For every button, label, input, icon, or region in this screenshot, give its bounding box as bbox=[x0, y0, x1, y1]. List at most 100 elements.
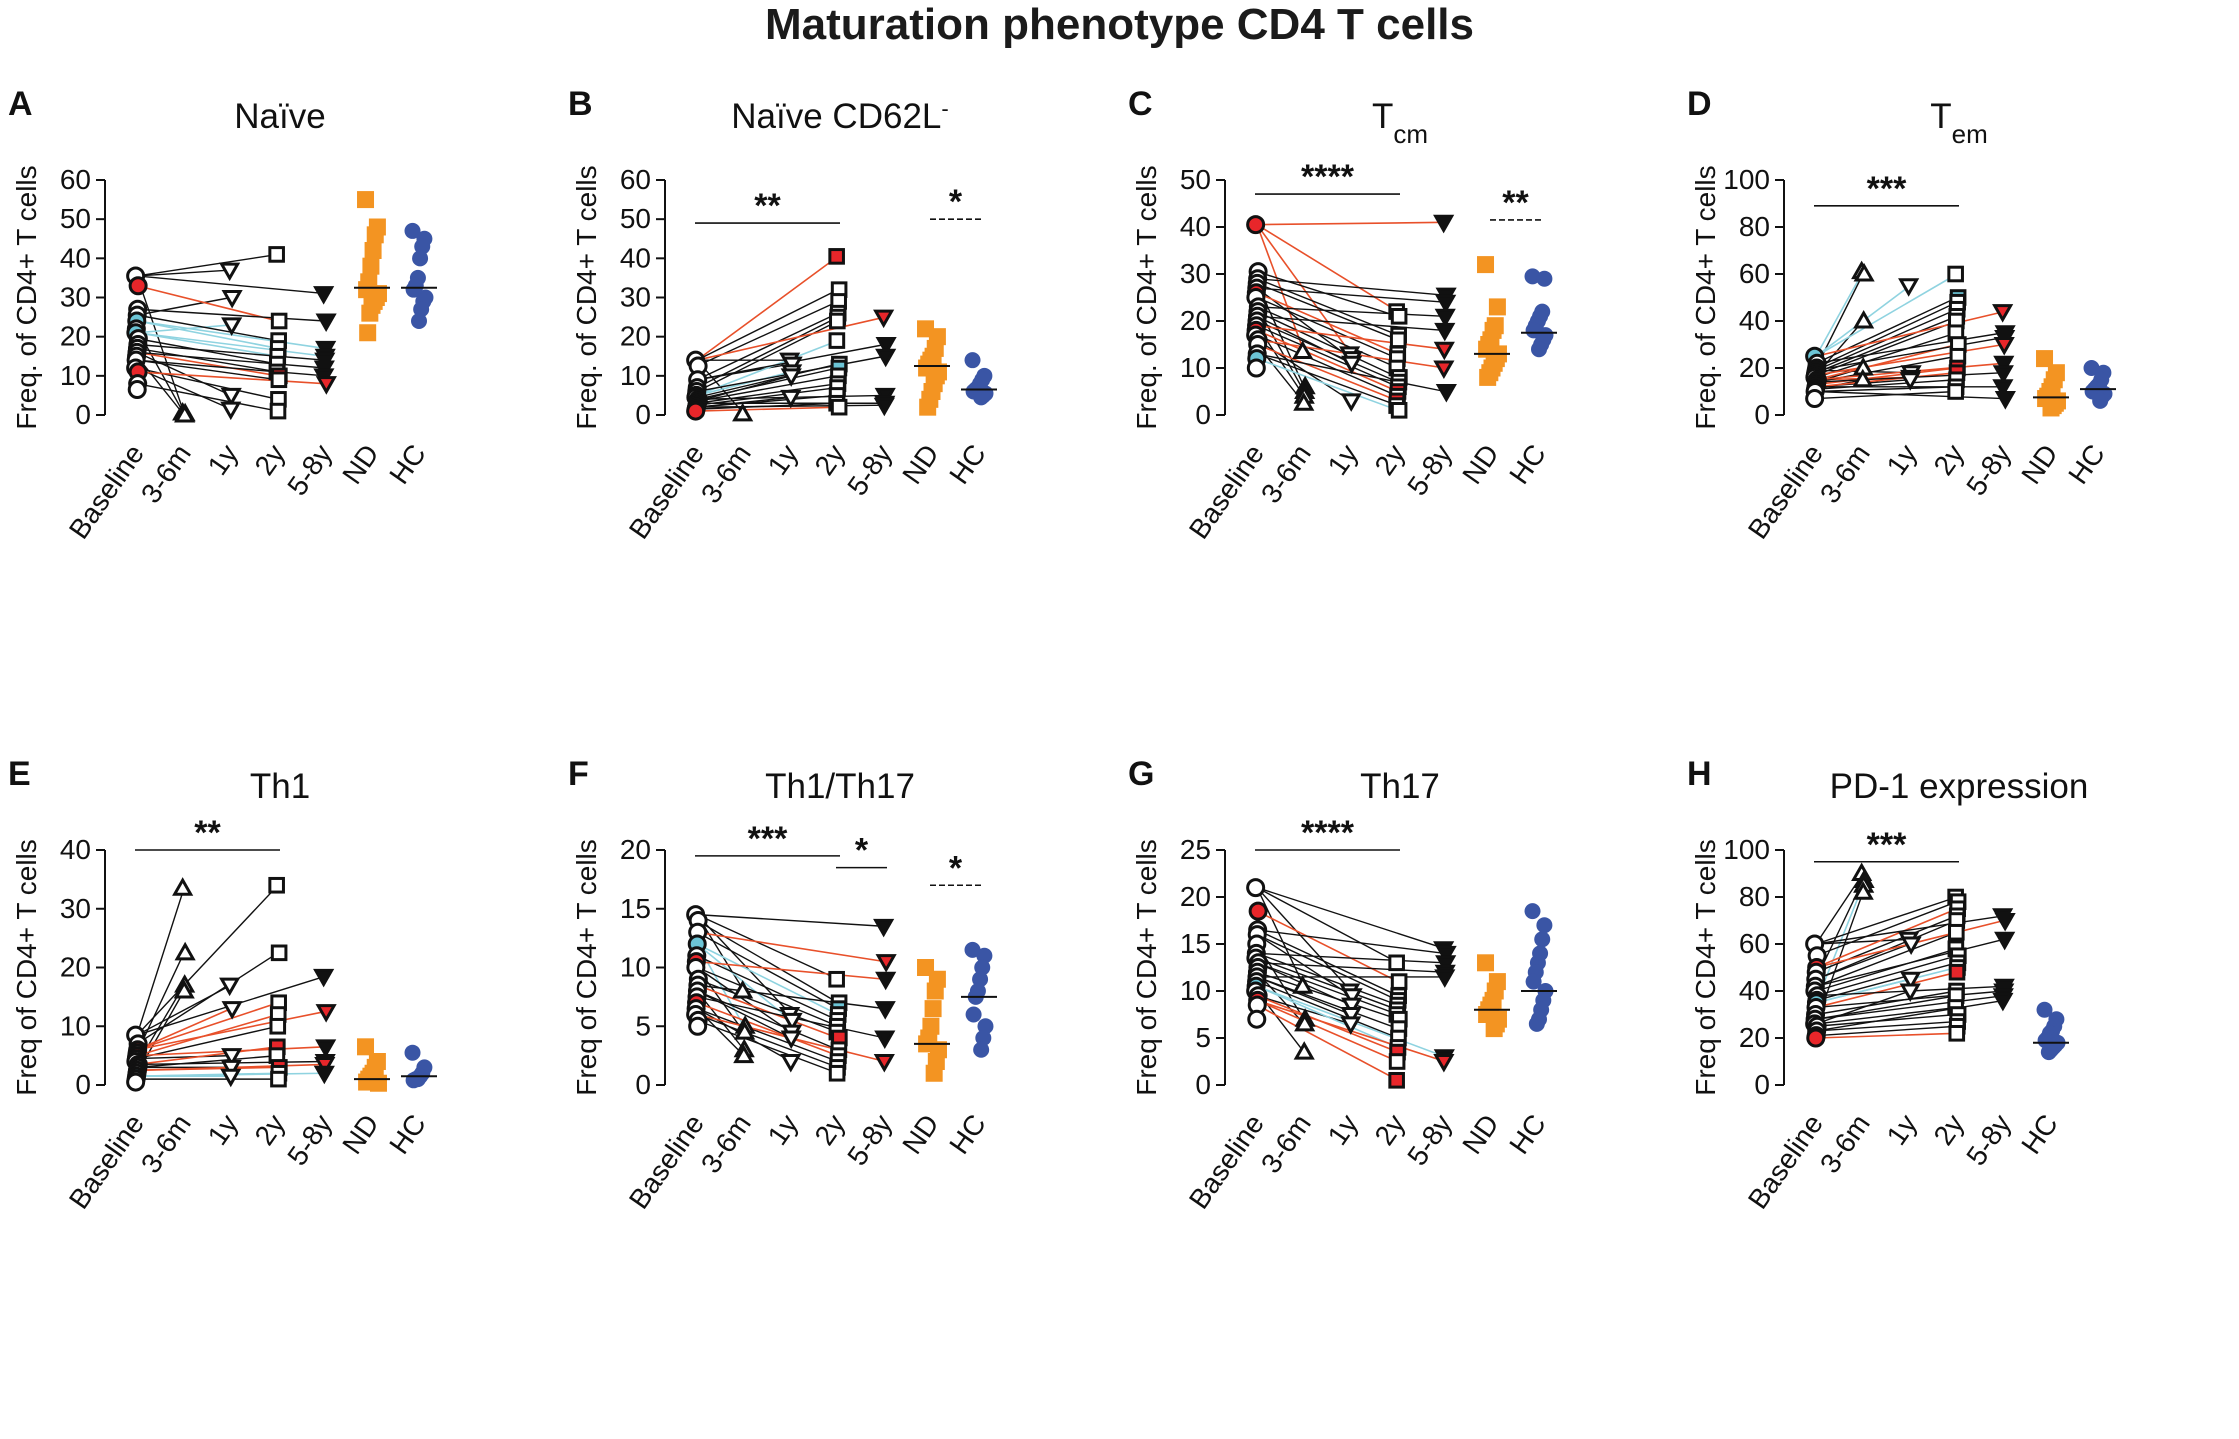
data-point bbox=[965, 1006, 982, 1023]
x-category-label: 5-8y bbox=[1960, 1109, 2017, 1171]
series-3-6m bbox=[172, 402, 196, 423]
panel-title: Tem bbox=[1930, 97, 1988, 149]
data-point bbox=[1435, 294, 1457, 314]
x-category-label: 5-8y bbox=[841, 1109, 898, 1171]
y-tick-label: 0 bbox=[635, 399, 651, 430]
series-nd bbox=[1474, 954, 1510, 1038]
patient-line bbox=[1815, 931, 1958, 987]
y-tick-label: 15 bbox=[1180, 928, 1211, 959]
patient-line bbox=[696, 316, 886, 361]
data-point bbox=[1433, 214, 1455, 234]
patient-line bbox=[136, 275, 326, 295]
data-point bbox=[313, 286, 335, 305]
data-point bbox=[1994, 391, 2016, 410]
x-category-label: 5-8y bbox=[841, 439, 898, 501]
patient-line bbox=[1256, 952, 1399, 1006]
data-point bbox=[1341, 997, 1363, 1017]
series-1y bbox=[1898, 278, 1922, 391]
data-point bbox=[1388, 954, 1405, 972]
x-category-label: 2y bbox=[809, 1109, 851, 1151]
data-point-highlight-red bbox=[1246, 215, 1266, 235]
data-point bbox=[924, 1000, 942, 1018]
y-tick-label: 20 bbox=[60, 952, 91, 983]
data-point bbox=[1531, 341, 1547, 358]
data-point-highlight-red bbox=[873, 309, 895, 329]
patient-line bbox=[1256, 324, 1446, 350]
patient-line bbox=[696, 1013, 839, 1069]
x-category-label: ND bbox=[896, 439, 945, 490]
data-point bbox=[874, 1001, 896, 1020]
data-point bbox=[780, 1054, 802, 1073]
patient-line bbox=[1256, 985, 1399, 1049]
patient-line bbox=[696, 913, 839, 980]
data-point-highlight-red bbox=[1433, 360, 1455, 380]
panel-letter: C bbox=[1128, 85, 1153, 123]
x-category-label: 2y bbox=[249, 1109, 291, 1151]
y-tick-label: 20 bbox=[1739, 352, 1770, 383]
data-point bbox=[1293, 1041, 1315, 1060]
patient-line bbox=[136, 296, 232, 316]
patient-line bbox=[696, 339, 839, 397]
x-category-label: 3-6m bbox=[1255, 1109, 1317, 1179]
data-point bbox=[1898, 278, 1920, 297]
patient-line bbox=[1815, 971, 1958, 1009]
patient-line bbox=[1815, 367, 1958, 386]
patient-line bbox=[696, 931, 886, 963]
y-axis-label: Freq of CD4+ T cells bbox=[1131, 839, 1162, 1096]
x-category-label: HC bbox=[383, 439, 432, 490]
series-hc bbox=[401, 222, 437, 329]
patient-line bbox=[1815, 310, 2005, 358]
patient-line bbox=[696, 255, 839, 361]
x-category-label: HC bbox=[2015, 1109, 2064, 1160]
data-point bbox=[828, 970, 845, 988]
patient-line bbox=[1815, 343, 2005, 376]
data-point-highlight-red bbox=[1992, 304, 2014, 323]
patient-line bbox=[136, 1010, 326, 1051]
y-tick-label: 40 bbox=[1739, 305, 1770, 336]
data-point bbox=[1435, 945, 1457, 965]
patient-line bbox=[1256, 887, 1305, 987]
y-tick-label: 40 bbox=[60, 834, 91, 865]
y-tick-label: 60 bbox=[620, 164, 651, 195]
x-category-label: ND bbox=[1456, 1109, 1505, 1160]
patient-line bbox=[696, 943, 792, 1021]
series-2y bbox=[1388, 954, 1408, 1089]
series-3-6m bbox=[1851, 260, 1875, 388]
y-tick-label: 40 bbox=[60, 242, 91, 273]
data-point bbox=[359, 324, 377, 342]
patient-line bbox=[1815, 995, 1958, 1020]
y-axis-label: Freq. of CD4+ T cells bbox=[11, 165, 42, 429]
x-category-label: 5-8y bbox=[281, 439, 338, 501]
patient-line bbox=[1256, 971, 1399, 1020]
data-point-highlight-red bbox=[1433, 1054, 1455, 1073]
patient-line bbox=[1815, 938, 1911, 945]
significance-stars: * bbox=[949, 849, 963, 887]
data-point bbox=[2042, 399, 2060, 417]
figure-title: Maturation phenotype CD4 T cells bbox=[765, 0, 1474, 49]
patient-line bbox=[1815, 1006, 1958, 1025]
y-tick-label: 100 bbox=[1723, 834, 1770, 865]
data-point bbox=[780, 389, 802, 409]
x-category-label: ND bbox=[896, 1109, 945, 1160]
x-category-label: 1y bbox=[1881, 1109, 1923, 1151]
panel-title: Tcm bbox=[1372, 97, 1428, 149]
y-tick-label: 60 bbox=[1739, 258, 1770, 289]
data-point bbox=[732, 402, 754, 422]
significance-stars: *** bbox=[1867, 826, 1907, 864]
patient-line bbox=[1256, 223, 1399, 313]
panel-b-naive-cd62l: B Naïve CD62L- Freq. of CD4+ T cells 0 10 20 3… bbox=[560, 75, 1120, 765]
data-point bbox=[404, 1044, 421, 1061]
patient-line bbox=[136, 359, 279, 381]
series-5-8y bbox=[873, 309, 897, 417]
data-point bbox=[174, 403, 196, 423]
y-axis-label: Freq. of CD4+ T cells bbox=[1131, 165, 1162, 429]
series-baseline bbox=[1805, 934, 1827, 1048]
data-point-highlight-red bbox=[828, 248, 845, 265]
patient-line bbox=[1815, 301, 1958, 369]
connecting-lines bbox=[136, 253, 326, 416]
patient-line bbox=[1256, 334, 1399, 397]
x-category-label: 3-6m bbox=[695, 439, 757, 509]
data-point-highlight-red bbox=[1993, 337, 2015, 356]
y-tick-label: 50 bbox=[60, 203, 91, 234]
patient-line bbox=[1815, 1013, 1958, 1027]
